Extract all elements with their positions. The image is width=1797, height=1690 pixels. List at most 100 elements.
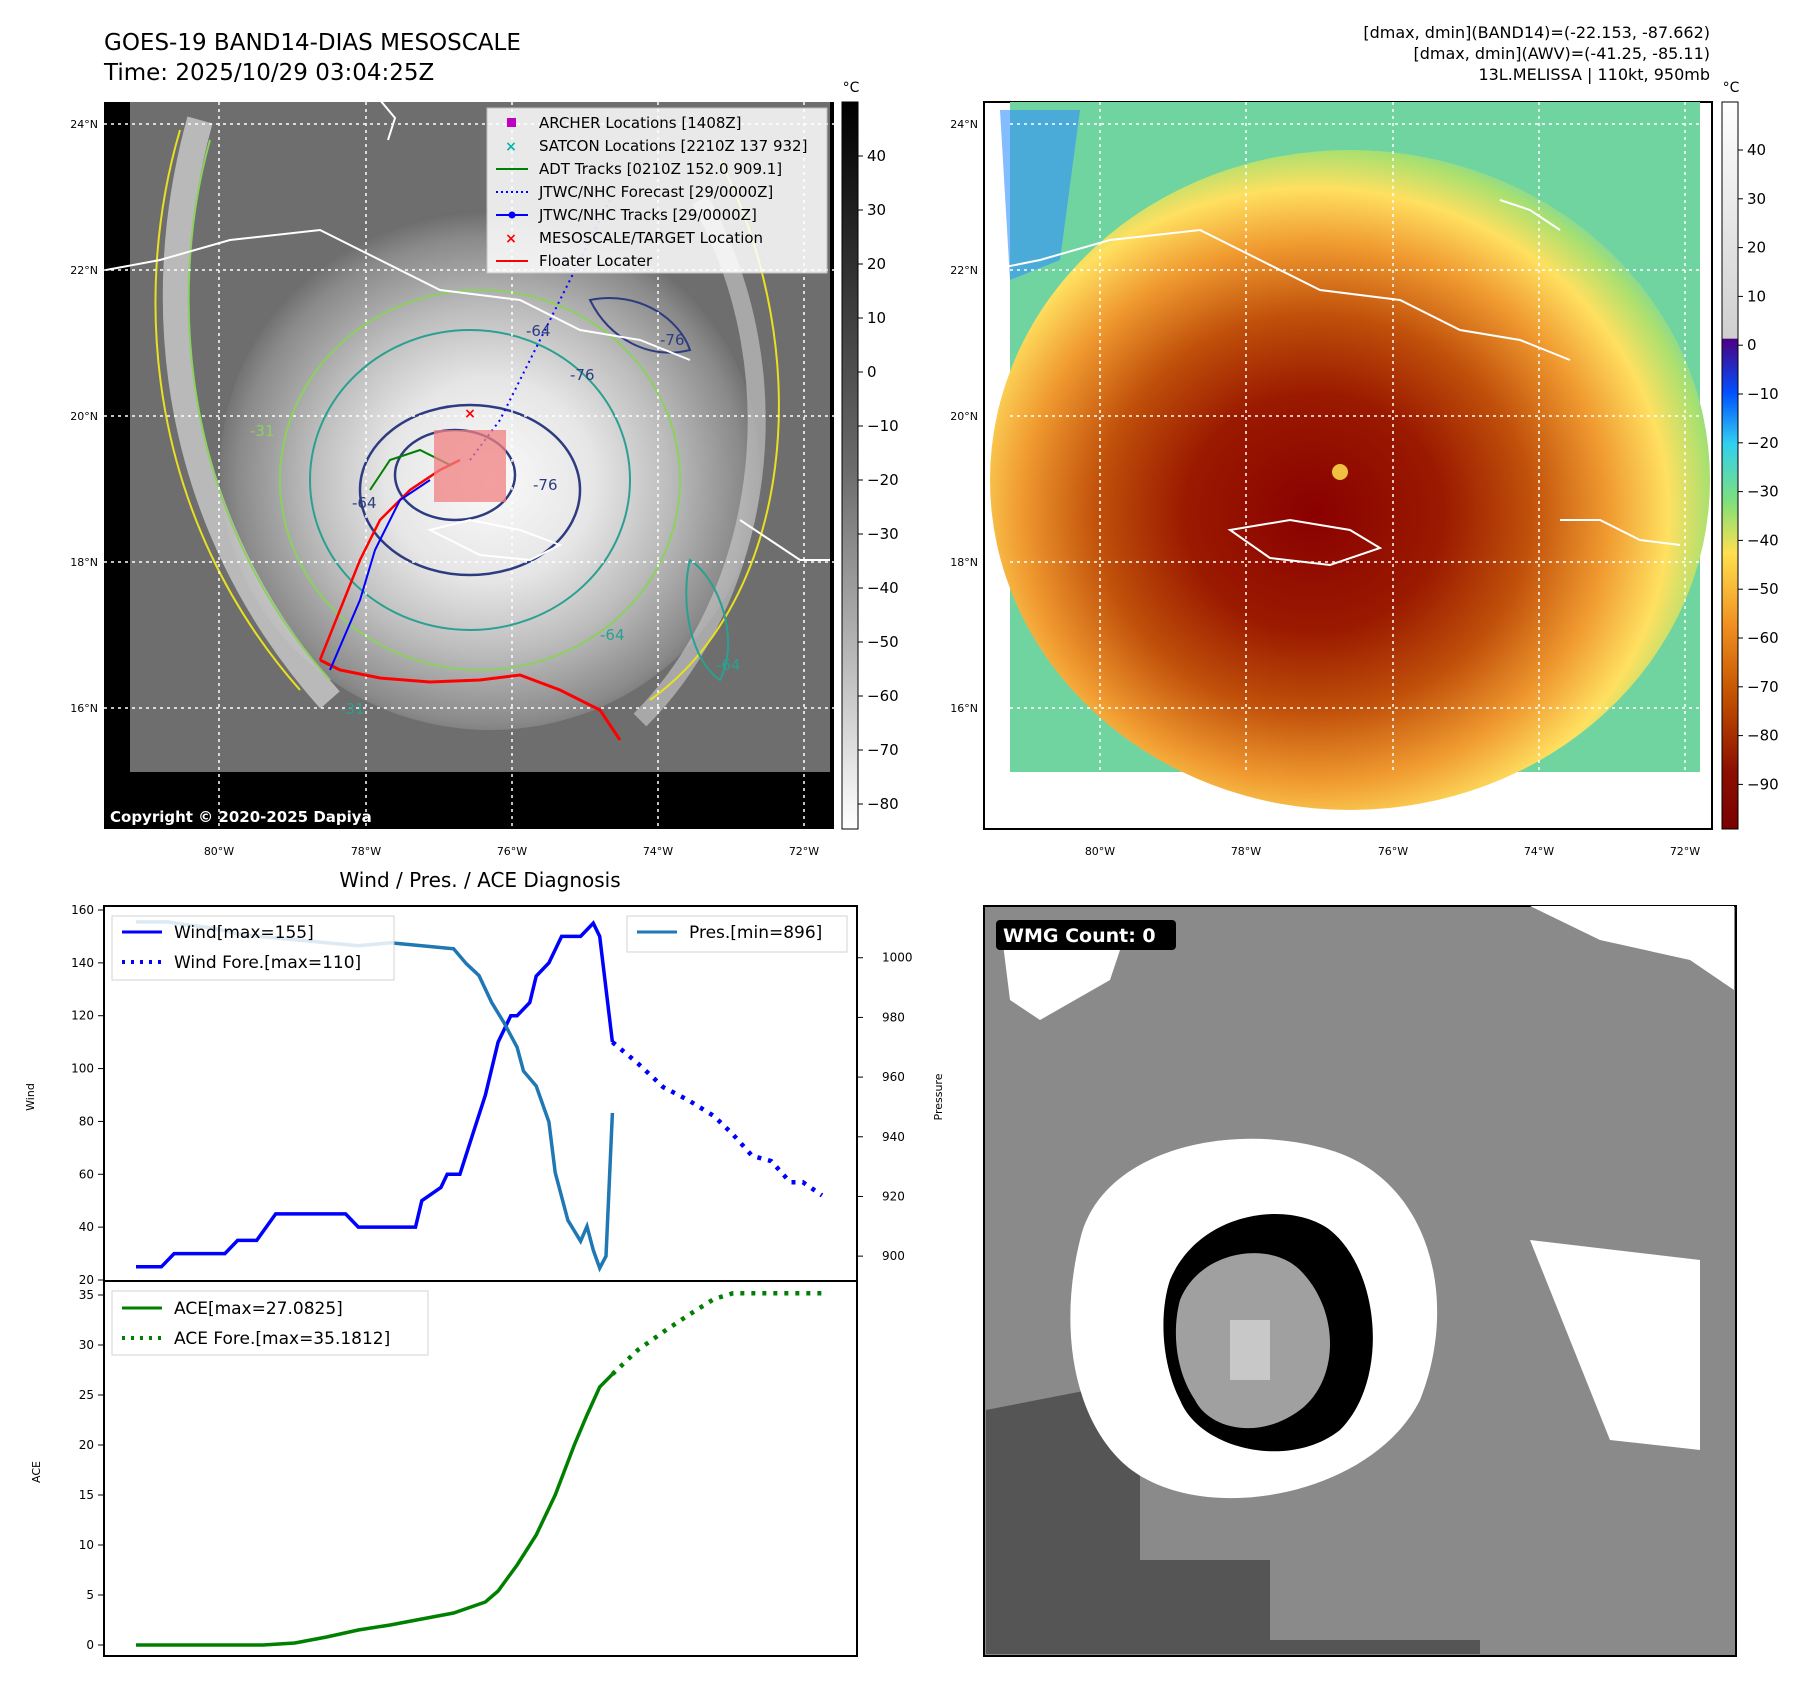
ir-colorbar-unit: °C <box>843 80 860 96</box>
color-storm-eye <box>1332 464 1348 480</box>
ir-colorbar-ramp <box>841 101 859 830</box>
colorbar-tick-label: 30 <box>867 201 886 219</box>
y-tick-label: 30 <box>79 1338 94 1352</box>
mesoscale-target-box <box>434 430 506 502</box>
y2-tick-label: 940 <box>882 1130 905 1144</box>
colorbar-tick-label: −40 <box>1747 531 1779 549</box>
wind-forecast-legend: Wind Fore.[max=110] <box>174 953 361 973</box>
color-lon-ticks: 80°W 78°W 76°W 74°W 72°W <box>1085 845 1700 858</box>
diagnosis-title: Wind / Pres. / ACE Diagnosis <box>339 868 620 892</box>
copyright-text: Copyright © 2020-2025 Dapiya <box>110 808 372 826</box>
y-tick-label: 120 <box>71 1009 94 1023</box>
ir-map-panel: × -64 -76 -76 -76 -64 -31 -31 -64 -64 AR… <box>70 99 834 858</box>
colorbar-tick-label: 40 <box>1747 141 1766 159</box>
color-coastlines <box>989 199 1681 567</box>
color-dry-region <box>1000 110 1080 280</box>
forecast-series-line <box>610 1040 824 1198</box>
legend-x-marker: × <box>505 139 517 155</box>
ace-legend-box <box>111 1290 429 1356</box>
y2-tick-label: 1000 <box>882 951 913 965</box>
svg-text:-31: -31 <box>340 700 365 718</box>
ir-colorbar: °C 40 30 20 10 0 −10 −20 −30 −40 −50 −60 −70 −80 <box>841 80 899 830</box>
colorbar-tick-label: −50 <box>1747 580 1779 598</box>
contour-cell-se <box>685 558 729 682</box>
awv-colorbar-ramp <box>1721 101 1739 830</box>
legend-dot-marker <box>508 211 516 219</box>
svg-text:-64: -64 <box>526 322 551 340</box>
color-gridlines <box>1010 102 1700 772</box>
contour-yellow-west <box>154 129 301 691</box>
y-tick-label: 160 <box>71 903 94 917</box>
awv-colorbar-unit: °C <box>1723 80 1740 96</box>
legend-label: Floater Locater <box>539 252 653 270</box>
svg-text:76°W: 76°W <box>1378 845 1408 858</box>
awv-colorbar: °C 40 30 20 10 0 −10 −20 −30 −40 −50 −60 −70 −80 −90 <box>1721 80 1779 830</box>
ace-legend: ACE[max=27.0825] ACE Fore.[max=35.1812] <box>111 1290 429 1356</box>
figure-title: GOES-19 BAND14-DIAS MESOSCALE <box>104 30 521 56</box>
contour-navy-ring <box>358 403 582 577</box>
svg-text:20°N: 20°N <box>950 410 978 423</box>
legend-label: MESOSCALE/TARGET Location <box>539 229 763 247</box>
colorbar-tick-label: −60 <box>1747 629 1779 647</box>
legend-item: ARCHER Locations [1408Z] <box>507 114 742 132</box>
figure-time: Time: 2025/10/29 03:04:25Z <box>103 60 434 86</box>
coast-hispaniola-2 <box>1560 519 1681 546</box>
wind-legend: Wind[max=155] Wind Fore.[max=110] <box>111 915 395 981</box>
y-tick-label: 40 <box>79 1220 94 1234</box>
svg-text:-64: -64 <box>352 494 377 512</box>
svg-text:24°N: 24°N <box>70 118 98 131</box>
legend-item: JTWC/NHC Tracks [29/0000Z] <box>496 206 757 224</box>
legend-item: Floater Locater <box>496 252 653 270</box>
legend-item: × SATCON Locations [2210Z 137 932] <box>505 137 807 155</box>
y-tick-label: 15 <box>79 1488 94 1502</box>
svg-text:74°W: 74°W <box>643 845 673 858</box>
wmg-white-patch-east <box>1530 1240 1700 1450</box>
y-tick-label: 80 <box>79 1114 94 1128</box>
ir-legend: ARCHER Locations [1408Z] × SATCON Location… <box>486 107 828 274</box>
colorbar-tick-label: −30 <box>867 525 899 543</box>
legend-label: SATCON Locations [2210Z 137 932] <box>539 137 807 155</box>
y-tick-label: 60 <box>79 1167 94 1181</box>
wind-pressure-panel: Wind Pressure 20 40 60 80 100 120 140 160 900 92… <box>24 903 945 1287</box>
colorbar-tick-label: −90 <box>1747 775 1779 793</box>
y-tick-label: 100 <box>71 1062 94 1076</box>
jtwc-track <box>329 479 431 671</box>
contour-green-ring <box>279 289 681 671</box>
colorbar-tick-label: 0 <box>1747 336 1757 354</box>
y2-tick-label: 960 <box>882 1070 905 1084</box>
svg-text:76°W: 76°W <box>497 845 527 858</box>
contour-cell-ne <box>588 297 692 354</box>
ir-legend-box <box>486 107 828 274</box>
wmg-eye <box>1230 1320 1270 1380</box>
y-tick-label: 140 <box>71 956 94 970</box>
wmg-white-patch-ne <box>1530 906 1734 990</box>
svg-text:22°N: 22°N <box>70 264 98 277</box>
svg-text:72°W: 72°W <box>1670 845 1700 858</box>
ace-panel: ACE 0 5 10 15 20 25 30 35 ACE[max=27.0825] ACE … <box>30 1280 858 1657</box>
colorbar-tick-label: 30 <box>1747 190 1766 208</box>
colorbar-tick-label: −10 <box>1747 385 1779 403</box>
colorbar-tick-label: 40 <box>867 147 886 165</box>
legend-label: JTWC/NHC Forecast [29/0000Z] <box>538 183 773 201</box>
svg-text:74°W: 74°W <box>1524 845 1554 858</box>
pressure-legend: Pres.[min=896] <box>626 915 848 953</box>
colorbar-tick-label: 10 <box>867 309 886 327</box>
svg-text:24°N: 24°N <box>950 118 978 131</box>
forecast-series-line <box>610 1290 822 1376</box>
ace-axis-label: ACE <box>30 1461 43 1483</box>
coast-bahamas <box>379 99 397 141</box>
ir-lon-ticks: 80°W 78°W 76°W 74°W 72°W <box>204 845 819 858</box>
legend-item: × MESOSCALE/TARGET Location <box>505 229 763 247</box>
ace-forecast-legend: ACE Fore.[max=35.1812] <box>174 1329 390 1349</box>
y-tick-label: 20 <box>79 1438 94 1452</box>
svg-text:-64: -64 <box>600 626 625 644</box>
svg-text:80°W: 80°W <box>1085 845 1115 858</box>
contour-teal-ring <box>309 329 631 631</box>
colorbar-tick-label: −20 <box>867 471 899 489</box>
wmg-count-badge <box>996 920 1176 950</box>
svg-text:18°N: 18°N <box>950 556 978 569</box>
info-awv: [dmax, dmin](AWV)=(-41.25, -85.11) <box>1413 44 1710 63</box>
y-tick-label: 25 <box>79 1388 94 1402</box>
colorbar-tick-label: −10 <box>867 417 899 435</box>
